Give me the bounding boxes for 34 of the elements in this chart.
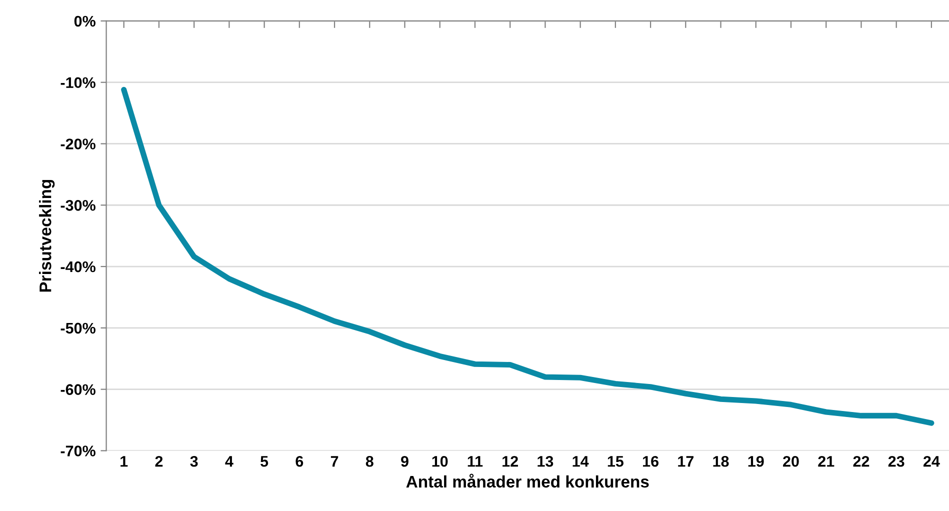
- x-tick-label: 21: [818, 456, 834, 467]
- y-tick-label: 0%: [74, 16, 96, 27]
- x-tick-label: 20: [783, 456, 799, 467]
- x-tick-label: 7: [330, 456, 338, 467]
- x-tick-label: 1: [120, 456, 128, 467]
- x-tick-label: 3: [190, 456, 198, 467]
- x-tick-label: 23: [888, 456, 904, 467]
- y-tick-label: -40%: [60, 261, 96, 272]
- y-tick-label: -20%: [60, 138, 96, 150]
- x-tick-label: 9: [401, 456, 408, 467]
- x-tick-label: 8: [366, 456, 374, 467]
- x-tick-label: 22: [853, 456, 870, 467]
- x-tick-label: 19: [748, 456, 764, 467]
- x-tick-label: 13: [538, 456, 554, 467]
- x-tick-label: 11: [468, 456, 483, 467]
- y-tick-label: -50%: [60, 322, 96, 334]
- y-tick-label: -10%: [60, 77, 96, 88]
- x-tick-label: 17: [678, 456, 694, 467]
- x-tick-label: 12: [502, 456, 518, 467]
- x-tick-label: 6: [296, 456, 304, 467]
- x-tick-label: 4: [225, 456, 234, 467]
- x-tick-label: 15: [608, 456, 624, 467]
- x-axis-title: Antal månader med konkurens: [406, 474, 649, 488]
- x-tick-label: 16: [643, 456, 658, 467]
- y-axis-title: Prisutveckling: [39, 180, 55, 292]
- x-tick-label: 14: [572, 456, 589, 467]
- x-tick-label: 2: [155, 456, 163, 467]
- x-tick-label: 5: [260, 456, 268, 467]
- y-tick-label: -60%: [60, 384, 96, 395]
- x-tick-label: 24: [923, 456, 940, 467]
- x-tick-label: 18: [713, 456, 729, 467]
- y-tick-label: -30%: [60, 200, 96, 211]
- y-tick-label: -70%: [60, 446, 96, 456]
- x-tick-label: 10: [432, 456, 448, 467]
